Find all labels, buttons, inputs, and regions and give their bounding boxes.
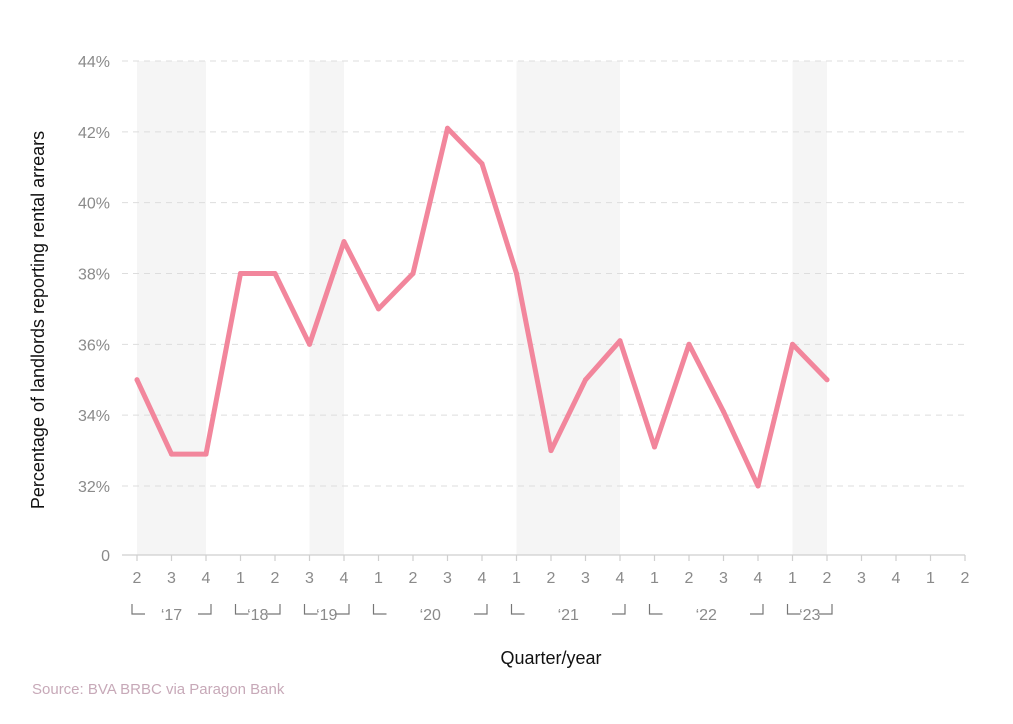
data-point: [376, 306, 381, 312]
data-point: [583, 377, 588, 383]
x-tick-label: 3: [581, 570, 590, 587]
x-tick-label: 4: [478, 570, 487, 587]
year-band: [516, 61, 620, 555]
year-bracket-end: [336, 604, 350, 615]
x-tick-label: 2: [409, 570, 418, 587]
year-band: [792, 61, 827, 555]
data-point: [686, 341, 692, 347]
year-label: ‘19: [316, 607, 337, 624]
data-point: [203, 451, 209, 457]
x-tick-label: 2: [133, 570, 142, 587]
y-tick-label: 40%: [78, 196, 110, 213]
year-bracket-start: [510, 604, 525, 615]
y-tick-label: 32%: [78, 479, 110, 496]
x-tick-label: 1: [512, 570, 521, 587]
x-axis-title: Quarter/year: [500, 648, 601, 668]
x-tick-label: 4: [754, 570, 763, 587]
y-tick-label: 44%: [78, 54, 110, 71]
x-tick-label: 1: [236, 570, 245, 587]
x-axis-year-labels: ‘17 ‘18 ‘19 ‘20 ‘21 ‘22 ‘23: [131, 604, 833, 624]
data-point: [514, 271, 519, 276]
year-label: ‘22: [696, 607, 717, 624]
data-point: [272, 271, 278, 276]
x-tick-label: 4: [340, 570, 349, 587]
year-bracket-start: [131, 604, 145, 615]
data-point: [445, 125, 450, 131]
year-bracket-start: [372, 604, 387, 615]
data-point: [790, 341, 795, 347]
data-point: [755, 483, 761, 489]
year-label: ‘17: [161, 607, 182, 624]
x-tick-label: 4: [892, 570, 901, 587]
year-band: [137, 61, 206, 555]
data-point: [238, 271, 243, 276]
x-tick-label: 3: [443, 570, 452, 587]
x-tick-label: 2: [823, 570, 832, 587]
data-point: [548, 448, 554, 454]
y-tick-label: 0: [101, 548, 110, 565]
year-bracket-start: [786, 604, 801, 615]
x-tick-label: 4: [616, 570, 625, 587]
x-tick-label: 2: [271, 570, 280, 587]
x-tick-label: 2: [685, 570, 694, 587]
year-bracket-end: [612, 604, 626, 615]
x-tick-label: 3: [857, 570, 866, 587]
data-point: [341, 239, 347, 245]
data-point: [307, 341, 312, 347]
x-tick-label: 1: [788, 570, 797, 587]
x-tick-label: 2: [547, 570, 556, 587]
x-tick-label: 1: [926, 570, 935, 587]
data-point: [134, 377, 140, 383]
y-axis-ticks: 0 32% 34% 36% 38% 40% 42% 44%: [78, 54, 110, 565]
y-axis-title: Percentage of landlords reporting rental…: [28, 131, 48, 509]
series-points: [134, 125, 830, 489]
x-tick-label: 3: [305, 570, 314, 587]
year-band: [309, 61, 344, 555]
x-tick-label: 2: [961, 570, 970, 587]
x-tick-label: 1: [374, 570, 383, 587]
year-bracket-end: [267, 604, 281, 615]
year-label: ‘23: [799, 607, 820, 624]
data-point: [479, 161, 485, 167]
year-bracket-end: [750, 604, 764, 615]
y-tick-label: 38%: [78, 267, 110, 284]
year-bracket-start: [234, 604, 249, 615]
x-tick-label: 3: [719, 570, 728, 587]
year-bracket-end: [819, 604, 833, 615]
data-point: [169, 451, 174, 457]
data-point: [410, 271, 416, 276]
series-line: [134, 125, 830, 489]
year-bracket-start: [303, 604, 318, 615]
x-tick-label: 4: [202, 570, 211, 587]
y-tick-label: 34%: [78, 408, 110, 425]
year-bracket-end: [198, 604, 212, 615]
x-axis-quarter-ticks: 2 3 4 1 2 3 4 1 2 3 4 1 2 3 4 1 2 3 4 1 2 3 4 1 2: [133, 555, 970, 587]
year-label: ‘18: [247, 607, 268, 624]
data-point: [824, 377, 830, 383]
year-label: ‘21: [558, 607, 579, 624]
year-bracket-start: [648, 604, 663, 615]
year-bands: [137, 61, 827, 555]
data-point: [721, 409, 726, 415]
x-tick-label: 3: [167, 570, 176, 587]
year-label: ‘20: [420, 607, 441, 624]
x-tick-label: 1: [650, 570, 659, 587]
y-tick-label: 42%: [78, 125, 110, 142]
year-bracket-end: [474, 604, 488, 615]
data-point: [617, 338, 623, 344]
y-tick-label: 36%: [78, 337, 110, 354]
data-point: [652, 444, 657, 450]
source-note: Source: BVA BRBC via Paragon Bank: [32, 681, 285, 698]
